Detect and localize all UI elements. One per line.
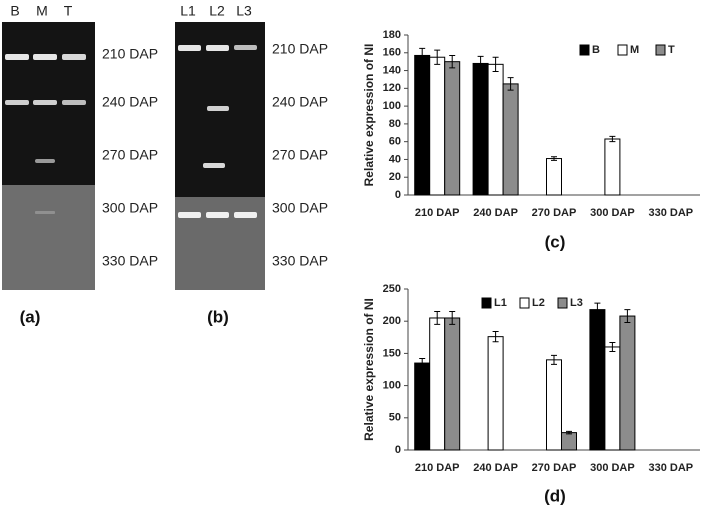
error-bar [434,311,441,325]
error-bar [609,341,616,352]
stage-label: 330 DAP [102,253,158,269]
gel-image [2,22,95,290]
error-bar [477,55,484,72]
y-tick-label: 120 [383,82,401,94]
legend-swatch [519,297,530,309]
x-tick-label: 270 DAP [532,462,577,474]
bar [561,432,577,451]
legend-label: L3 [570,297,583,309]
legend-label: T [668,44,675,56]
bar [472,62,489,196]
y-tick-label: 160 [383,47,401,59]
stage-label: 300 DAP [272,200,328,216]
x-tick-label: 240 DAP [473,207,518,219]
legend-swatch [557,297,568,309]
bar [487,336,504,451]
bar [619,315,636,451]
bar [604,138,621,196]
y-tick-label: 250 [383,283,401,295]
lane-label: B [10,3,19,19]
error-bar [492,331,499,343]
error-bar [566,430,572,435]
legend-label: L2 [532,297,545,309]
x-tick-label: 210 DAP [415,207,460,219]
bar [444,317,461,451]
error-bar [492,56,499,72]
bar [414,54,431,196]
panel-label: (d) [544,486,566,505]
x-tick-label: 270 DAP [532,207,577,219]
bar [429,56,446,196]
panel-label: (a) [20,307,41,326]
error-bar [507,77,514,91]
y-tick-label: 80 [389,118,401,130]
y-tick-label: 60 [389,136,401,148]
bar [444,61,461,196]
panel-label: (c) [545,232,566,251]
error-bar [419,358,426,369]
bar [546,359,562,451]
y-tick-label: 20 [389,171,401,183]
bar [604,346,621,451]
gel-image [175,22,265,290]
error-bar [624,309,631,323]
y-tick-label: 150 [383,347,401,359]
x-tick-label: 330 DAP [648,462,693,474]
lane-label: M [36,3,48,19]
stage-label: 270 DAP [102,147,158,163]
x-tick-label: 240 DAP [473,462,518,474]
error-bar [609,135,616,143]
bar [589,309,606,451]
y-tick-label: 100 [383,380,401,392]
legend-label: B [592,44,600,56]
x-tick-label: 210 DAP [415,462,460,474]
legend-label: L1 [494,297,507,309]
panel-label: (b) [207,307,229,326]
y-tick-label: 0 [395,444,401,456]
stage-label: 270 DAP [272,147,328,163]
bar [502,83,519,196]
error-bar [551,156,557,161]
x-tick-label: 300 DAP [590,462,635,474]
stage-label: 240 DAP [272,94,328,110]
y-tick-label: 140 [383,64,401,76]
stage-label: 240 DAP [102,94,158,110]
y-tick-label: 40 [389,153,401,165]
bar [487,63,504,196]
x-tick-label: 300 DAP [590,207,635,219]
stage-label: 210 DAP [272,41,328,57]
lane-label: L2 [209,3,225,19]
y-tick-label: 200 [383,315,401,327]
stage-label: 300 DAP [102,200,158,216]
lane-label: T [64,3,73,19]
lane-label: L3 [236,3,252,19]
stage-label: 330 DAP [272,253,328,269]
error-bar [551,354,557,365]
legend-swatch [579,44,590,56]
lane-label: L1 [180,3,196,19]
y-tick-label: 0 [395,189,401,201]
legend-swatch [655,44,666,56]
legend-swatch [481,297,492,309]
error-bar [594,302,601,317]
bar [414,362,431,451]
error-bar [434,49,441,65]
stage-label: 210 DAP [102,46,158,62]
x-tick-label: 330 DAP [648,207,693,219]
bar [429,317,446,451]
bar [546,158,562,196]
legend-label: M [630,44,639,56]
y-tick-label: 180 [383,29,401,41]
y-tick-label: 100 [383,100,401,112]
error-bar [419,47,426,64]
error-bar [449,311,456,325]
y-axis-label: Relative expression of NI [362,44,376,187]
error-bar [449,54,456,69]
legend-swatch [617,44,628,56]
y-tick-label: 50 [389,412,401,424]
y-axis-label: Relative expression of NI [362,298,376,441]
